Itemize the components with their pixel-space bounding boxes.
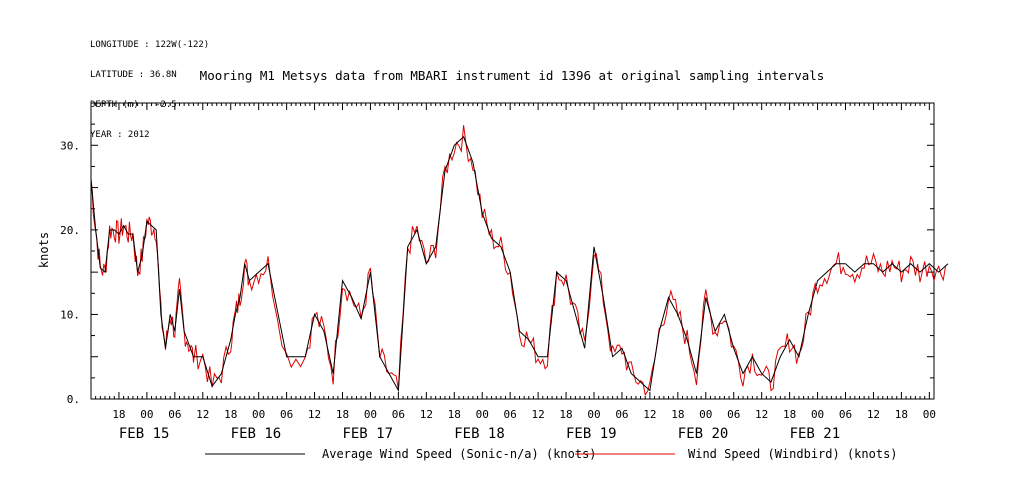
legend-windbird-label: Wind Speed (Windbird) (knots): [688, 447, 898, 461]
x-tick-label: 18: [224, 408, 237, 421]
x-tick-label: 12: [308, 408, 321, 421]
x-tick-label: 12: [643, 408, 656, 421]
y-tick-label: 30.: [60, 139, 80, 152]
plot-frame: [90, 102, 935, 400]
x-tick-label: 00: [364, 408, 377, 421]
chart-title: Mooring M1 Metsys data from MBARI instru…: [200, 68, 825, 83]
x-tick-label: 00: [252, 408, 265, 421]
x-day-label: FEB 20: [678, 426, 729, 442]
x-day-label: FEB 17: [342, 426, 393, 442]
x-tick-label: 06: [392, 408, 405, 421]
x-tick-label: 18: [783, 408, 796, 421]
y-axis-label: knots: [37, 232, 51, 268]
x-tick-label: 12: [531, 408, 544, 421]
x-tick-label: 18: [559, 408, 572, 421]
x-tick-label: 06: [504, 408, 517, 421]
x-tick-label: 00: [587, 408, 600, 421]
series-windbird-line: [90, 125, 947, 397]
y-tick-label: 0.: [67, 393, 80, 406]
y-tick-label: 10.: [60, 308, 80, 321]
x-tick-label: 18: [448, 408, 461, 421]
x-tick-label: 18: [671, 408, 684, 421]
x-tick-label: 18: [895, 408, 908, 421]
x-tick-label: 06: [727, 408, 740, 421]
metadata-year: YEAR : 2012: [90, 130, 150, 140]
x-day-label: FEB 21: [790, 426, 841, 442]
x-tick-label: 12: [755, 408, 768, 421]
metadata-longitude: LONGITUDE : 122W(-122): [90, 40, 210, 50]
x-tick-label: 06: [168, 408, 181, 421]
x-tick-label: 00: [811, 408, 824, 421]
x-tick-label: 18: [112, 408, 125, 421]
x-tick-label: 12: [196, 408, 209, 421]
axis-ticks: [90, 102, 935, 400]
day-labels: FEB 15 FEB 16 FEB 17 FEB 18 FEB 19 FEB 20 FEB …: [119, 426, 840, 442]
x-tick-label: 00: [140, 408, 153, 421]
y-tick-label: 20.: [60, 224, 80, 237]
metadata-latitude: LATITUDE : 36.8N: [90, 70, 177, 80]
x-tick-label: 00: [476, 408, 489, 421]
y-tick-labels: 0. 10. 20. 30.: [60, 139, 80, 406]
x-tick-label: 00: [923, 408, 936, 421]
x-tick-label: 18: [336, 408, 349, 421]
legend-sonic-label: Average Wind Speed (Sonic-n/a) (knots): [322, 447, 597, 461]
x-tick-label: 00: [699, 408, 712, 421]
x-day-label: FEB 19: [566, 426, 617, 442]
x-tick-label: 06: [839, 408, 852, 421]
x-tick-label: 06: [280, 408, 293, 421]
x-tick-labels: 18 00 06 12 18 00 06 12 18 00 06 12 18 00 06 12 18 00 06 12…: [112, 408, 936, 421]
x-tick-label: 06: [615, 408, 628, 421]
x-tick-label: 12: [420, 408, 433, 421]
series-sonic-line: [90, 135, 949, 393]
legend: Average Wind Speed (Sonic-n/a) (knots) W…: [205, 447, 898, 461]
x-tick-label: 12: [867, 408, 880, 421]
x-day-label: FEB 16: [231, 426, 282, 442]
x-day-label: FEB 15: [119, 426, 170, 442]
x-day-label: FEB 18: [454, 426, 505, 442]
